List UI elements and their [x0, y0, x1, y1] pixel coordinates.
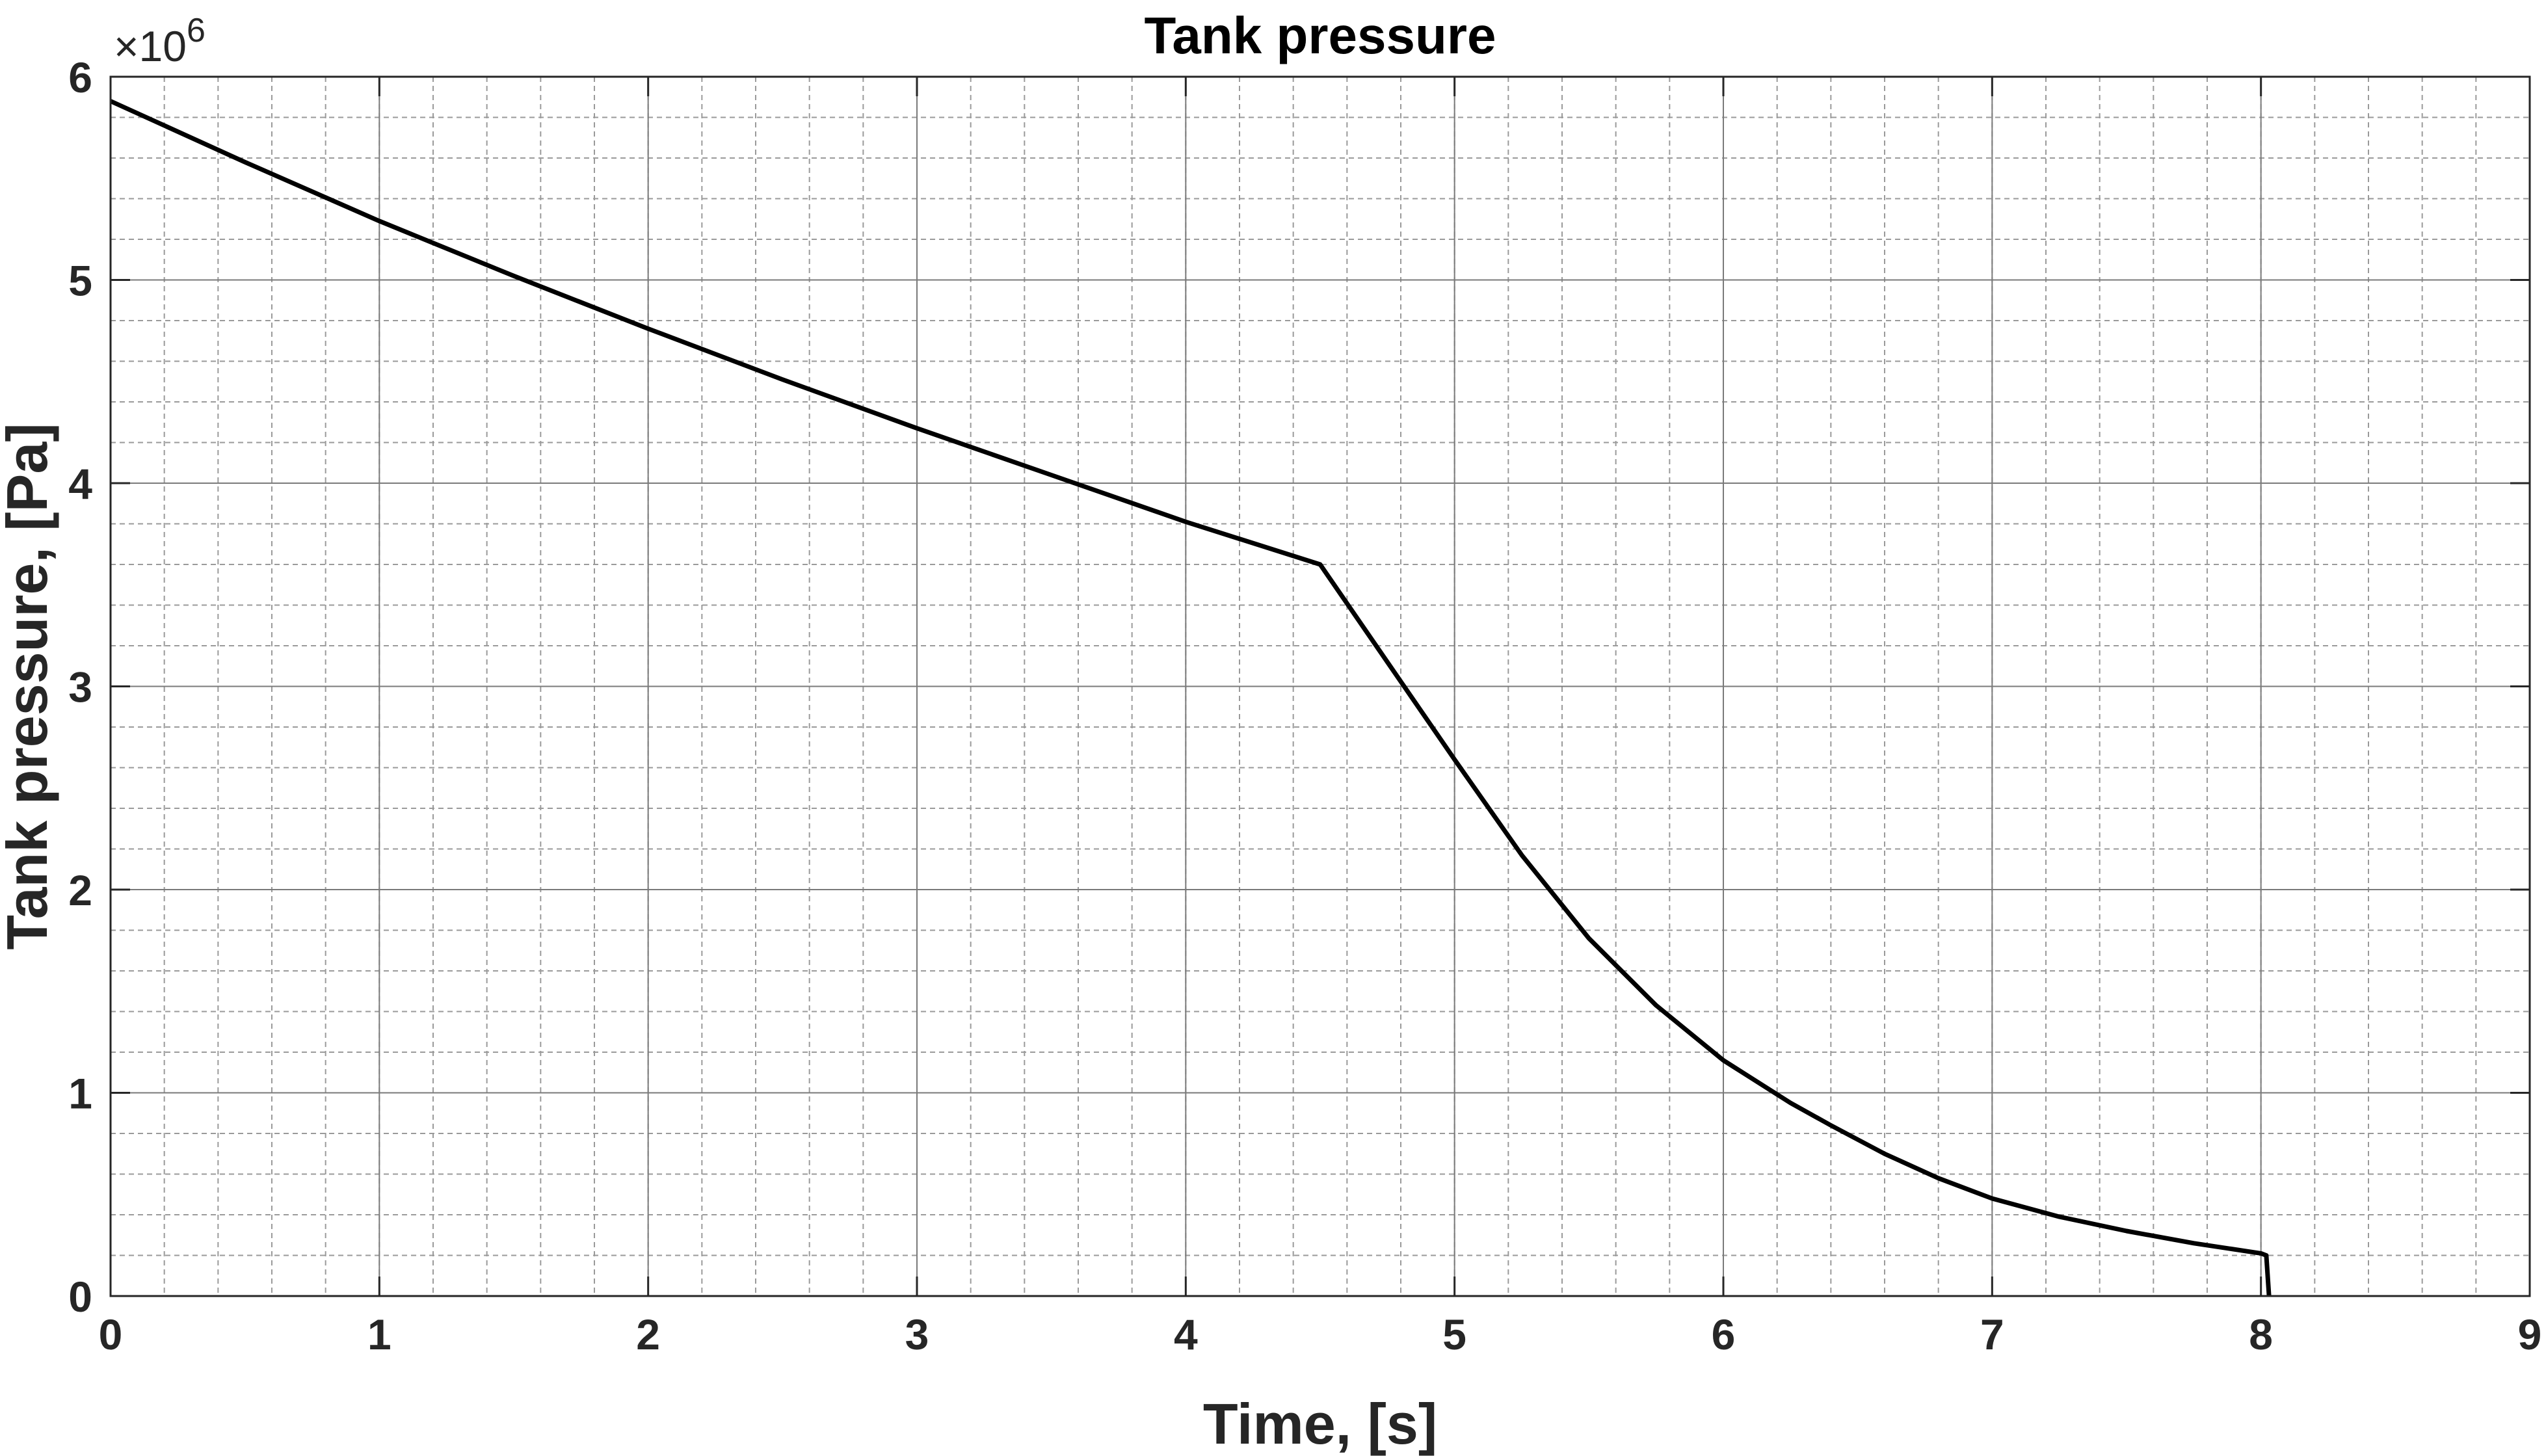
x-tick-label: 9 [2518, 1310, 2542, 1358]
x-tick-label: 7 [1980, 1310, 2004, 1358]
y-tick-label: 3 [68, 663, 92, 711]
plot-lines [109, 99, 2272, 1297]
y-axis-multiplier: ×106 [114, 12, 206, 70]
x-tick-label: 3 [905, 1310, 929, 1358]
y-axis-label: Tank pressure, [Pa] [0, 423, 59, 949]
y-tick-label: 1 [68, 1070, 92, 1118]
x-tick-label: 8 [2249, 1310, 2273, 1358]
y-tick-label: 5 [68, 257, 92, 305]
data-line [109, 99, 2272, 1297]
y-axis-multiplier-exponent: 6 [187, 12, 206, 49]
chart-title: Tank pressure [1145, 7, 1496, 64]
x-tick-label: 2 [636, 1310, 660, 1358]
x-tick-label: 4 [1174, 1310, 1198, 1358]
x-axis-label: Time, [s] [1203, 1392, 1437, 1456]
x-tick-label: 5 [1442, 1310, 1466, 1358]
x-tick-label: 0 [99, 1310, 123, 1358]
x-tick-label: 1 [367, 1310, 391, 1358]
y-tick-label: 0 [68, 1273, 92, 1321]
y-tick-labels: 0 1 2 3 4 5 6 [68, 53, 92, 1321]
x-tick-label: 6 [1712, 1310, 1736, 1358]
ticks [109, 75, 2531, 1297]
y-tick-label: 4 [68, 460, 92, 508]
y-axis-multiplier-base: ×10 [114, 22, 187, 70]
y-tick-label: 6 [68, 53, 92, 101]
y-tick-label: 2 [68, 866, 92, 914]
x-tick-labels: 0 1 2 3 4 5 6 7 8 9 [99, 1310, 2542, 1358]
